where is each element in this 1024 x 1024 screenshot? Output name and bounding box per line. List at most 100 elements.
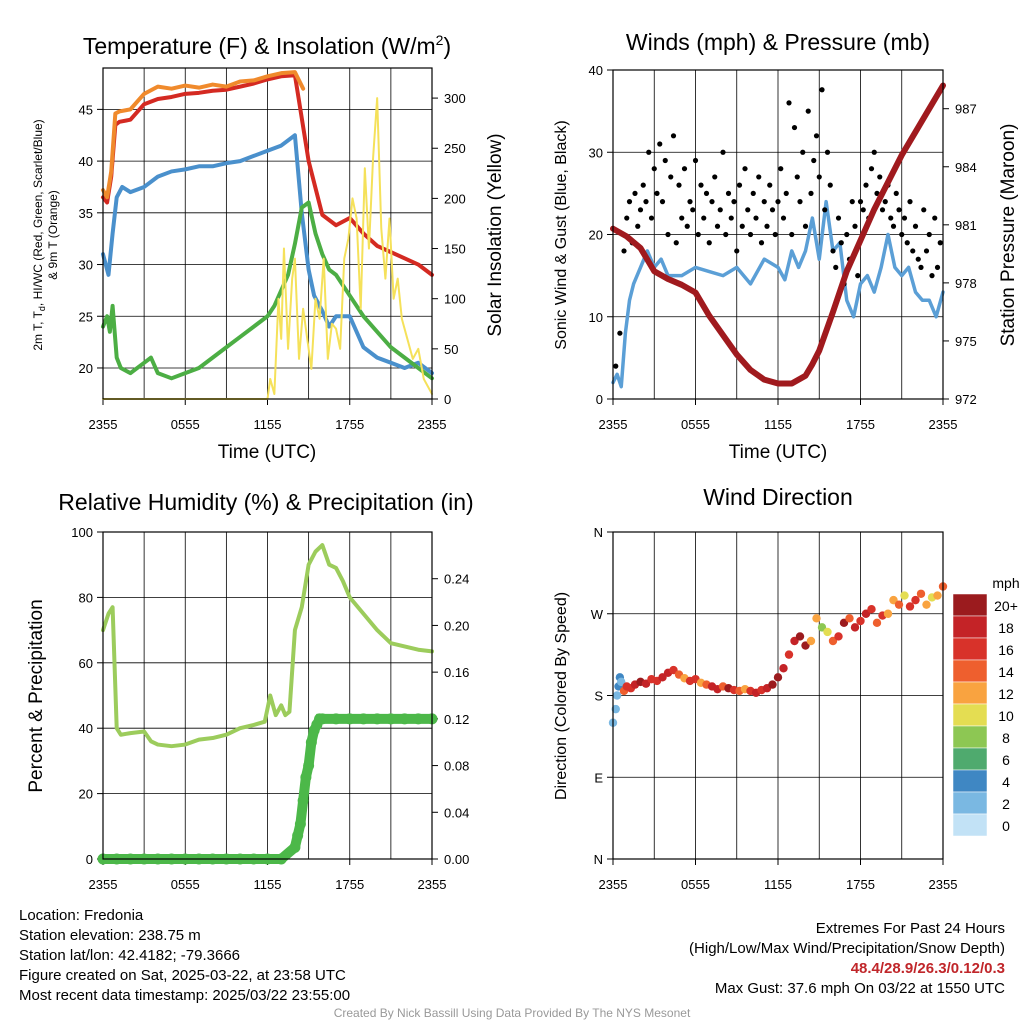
gust-point [635,223,641,229]
direction-point [784,650,794,659]
gust-point [783,190,789,196]
direction-point [773,673,783,682]
y-tick-label-right: 987 [955,102,977,117]
gust-point [739,223,745,229]
series-td [101,200,434,381]
y-tick-label: S [594,689,603,704]
colorbar-swatch [952,747,988,771]
gust-point [852,223,858,229]
y-tick-label: 20 [79,787,93,802]
gust-point [646,149,652,155]
gust-point [657,141,663,147]
x-tick-label: 2355 [599,417,628,432]
gust-point [874,190,880,196]
gust-point [670,133,677,139]
gust-point [709,199,715,205]
gust-point [907,199,913,205]
colorbar-swatch [952,681,988,705]
colorbar-label: 16 [998,642,1014,658]
colorbar-label: 14 [998,664,1014,680]
gust-point [717,207,723,213]
gust-point [714,223,721,229]
gust-point [706,240,712,246]
y-tick-label: W [591,607,604,622]
x-tick-label: 2355 [599,877,628,892]
direction-point [779,664,788,673]
gust-point [690,207,696,213]
station-info: Location: Fredonia Station elevation: 23… [19,906,350,1006]
elevation-text: Station elevation: 238.75 m [19,927,201,944]
colorbar-swatch [952,703,988,727]
gust-point [888,215,894,221]
y-tick-label: 0 [596,392,603,407]
y-tick-label-right: 200 [444,191,466,206]
colorbar-swatch [952,725,988,749]
plot-border [102,531,433,860]
gust-point [813,133,820,139]
gust-point [824,149,831,155]
winds-ylabel-right: Station Pressure (Maroon) [998,124,1019,347]
plot-border [612,531,944,860]
gust-point [819,87,825,93]
x-tick-label: 2355 [929,417,958,432]
temperature-ylabel-left: 2m T, Td, HI/WC (Red, Green, Scarlet/Blu… [31,119,47,350]
gust-point [643,199,649,205]
winds-panel: Winds (mph) & Pressure (mb) Time (UTC) S… [553,29,1019,463]
direction-point [911,595,920,605]
max-gust-text: Max Gust: 37.6 mph On 03/22 at 1550 UTC [714,980,1005,997]
gust-point [800,149,806,155]
y-tick-label: 30 [589,145,603,160]
gust-point [926,231,932,238]
y-tick-label-right: 50 [444,342,458,357]
gust-point [723,231,729,238]
colorbar-label: 6 [1002,752,1010,768]
y-tick-label-right: 300 [444,91,466,106]
x-tick-label: 0555 [171,417,200,432]
plot-border [102,67,433,400]
colorbar-label: 12 [998,686,1014,702]
direction-point [867,605,876,614]
direction-point [612,691,622,700]
gust-point [750,190,756,196]
gust-point [797,199,803,205]
y-tick-label: 40 [589,63,603,78]
gust-point [775,199,781,205]
direction-point [823,627,832,637]
colorbar-label: 20+ [994,598,1018,614]
gust-point [890,223,897,229]
winds-title: Winds (mph) & Pressure (mb) [626,29,930,55]
y-tick-label: 60 [79,656,93,671]
recent-data-text: Most recent data timestamp: 2025/03/22 2… [19,987,351,1004]
gust-point [712,174,718,180]
y-tick-label: 40 [79,154,93,169]
humidity-panel: Relative Humidity (%) & Precipitation (i… [26,489,474,892]
gust-point [701,215,707,221]
winds-xlabel: Time (UTC) [729,442,828,463]
gust-point [753,215,759,221]
gust-point [764,223,770,229]
gust-point [921,207,927,213]
gust-point [613,363,619,369]
colorbar-label: 8 [1002,730,1010,746]
y-tick-label-right: 978 [955,276,977,291]
gust-point [789,231,795,238]
gust-point [673,240,679,246]
direction-point [856,616,865,626]
y-tick-label: 35 [79,206,93,221]
humidity-title: Relative Humidity (%) & Precipitation (i… [58,489,473,515]
series-solar-insolation [102,97,433,400]
gust-point [668,174,674,180]
gust-point [632,190,638,196]
plot-border [612,69,944,400]
winds-ylabel-left: Sonic Wind & Gust (Blue, Black) [553,120,570,349]
wind-direction-ylabel: Direction (Colored By Speed) [553,592,570,800]
gust-point [863,182,869,188]
gust-point [703,190,710,196]
y-tick-label-right: 0.24 [444,572,469,587]
y-tick-label: 45 [79,102,93,117]
x-tick-label: 1755 [335,877,364,892]
direction-point [900,591,909,600]
colorbar-swatch [952,769,988,793]
gust-point [637,207,644,213]
